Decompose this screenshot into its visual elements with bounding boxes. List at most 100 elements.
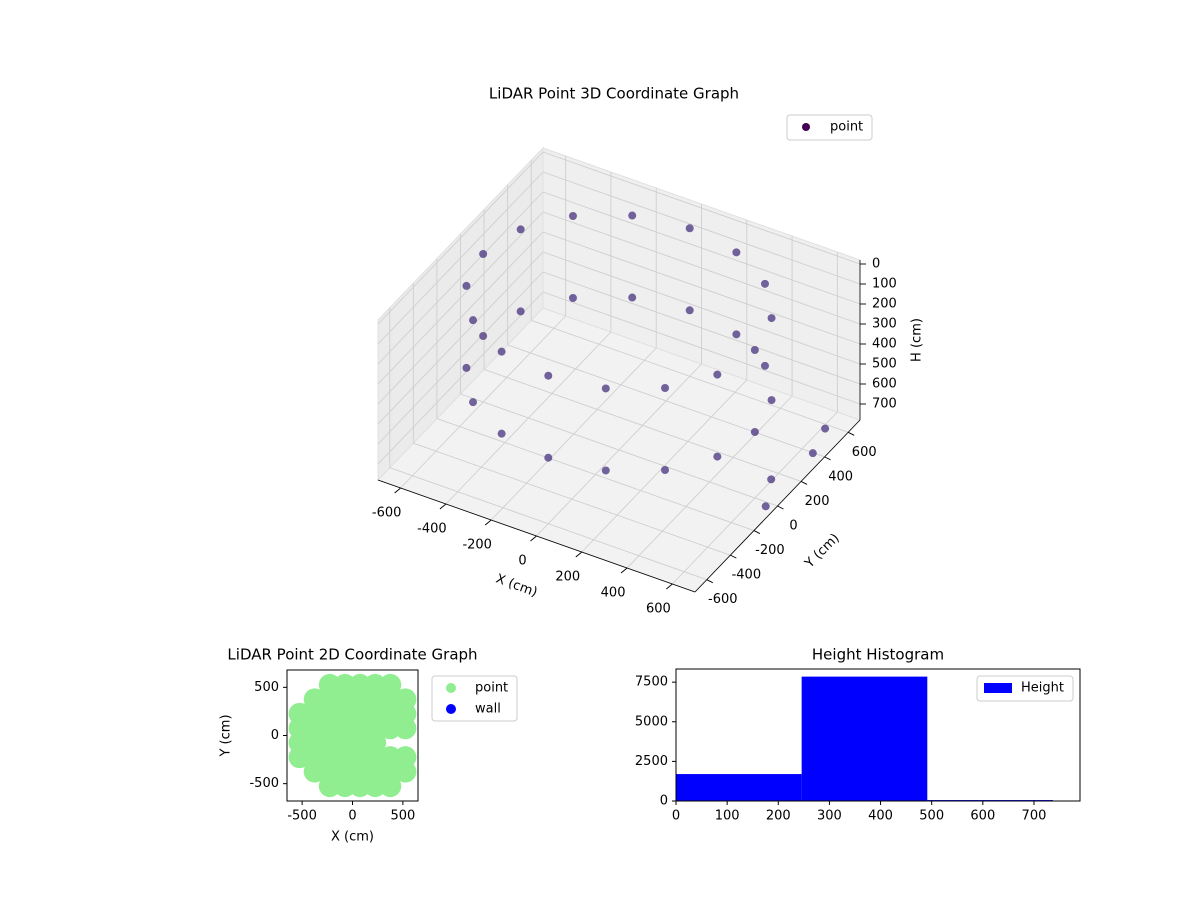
point	[462, 363, 471, 372]
grid-line	[389, 467, 707, 581]
x-tick-label: 400	[601, 586, 626, 601]
legend-box	[786, 114, 873, 141]
y-tick-label: 2500	[635, 754, 668, 769]
tick-mark	[530, 535, 537, 542]
x-tick-label: 100	[715, 809, 740, 824]
z-tick-label: 700	[872, 397, 897, 412]
grid-line	[460, 393, 778, 507]
point	[685, 306, 694, 315]
tick-mark	[394, 487, 401, 494]
x-tick-label: 200	[766, 809, 791, 824]
chart-title: LiDAR Point 2D Coordinate Graph	[227, 646, 477, 664]
grid-line	[377, 211, 544, 385]
y-tick-label: 200	[805, 494, 830, 509]
point	[497, 429, 506, 438]
point	[661, 384, 670, 393]
tick-mark	[439, 503, 447, 510]
grid-line	[542, 291, 861, 405]
y-tick-label: 0	[660, 794, 668, 809]
point	[568, 211, 577, 220]
chart-title: LiDAR Point 3D Coordinate Graph	[489, 85, 739, 103]
grid-line	[507, 344, 825, 458]
point	[713, 452, 722, 461]
z-tick-label: 400	[872, 337, 897, 352]
point	[462, 281, 471, 290]
z-tick-label: 0	[872, 257, 880, 272]
x-axis-label: X (cm)	[494, 572, 540, 601]
point	[288, 746, 311, 769]
y-tick-label: 0	[271, 728, 279, 743]
tick-mark	[575, 551, 583, 558]
x-tick-label: -400	[417, 522, 447, 537]
y-axis-label: Y (cm)	[219, 714, 234, 757]
x-tick-label: 0	[672, 809, 680, 824]
x-axis-label: X (cm)	[331, 830, 374, 845]
x-tick-label: 200	[555, 570, 580, 585]
point	[364, 775, 387, 798]
point	[568, 293, 577, 302]
grid-line	[377, 231, 544, 405]
x-tick-label: -200	[462, 538, 492, 553]
grid-line	[377, 151, 544, 325]
legend-box	[431, 675, 518, 722]
tick-mark	[484, 519, 492, 526]
bar	[801, 676, 928, 801]
tick-mark	[620, 567, 628, 574]
point	[497, 347, 506, 356]
point	[750, 346, 759, 354]
tick-mark	[753, 530, 761, 534]
grid-line	[542, 271, 861, 385]
y-tick-label: -400	[732, 568, 762, 583]
grid-line	[436, 418, 755, 531]
point	[394, 717, 417, 740]
legend-label: point	[830, 120, 863, 135]
chart-title: Height Histogram	[812, 646, 944, 664]
point	[661, 466, 670, 475]
point	[760, 279, 769, 288]
plot-area	[288, 673, 417, 798]
point	[760, 361, 769, 370]
y-tick-label: 7500	[635, 675, 668, 690]
y-tick-label: 400	[828, 469, 853, 484]
bar	[676, 774, 802, 801]
x-tick-label: 700	[1022, 809, 1047, 824]
axis-line	[377, 479, 696, 593]
point	[303, 760, 326, 783]
point	[767, 396, 776, 405]
y-tick-label: 5000	[635, 714, 668, 729]
point	[601, 384, 610, 393]
x-tick-label: 300	[817, 809, 842, 824]
point	[713, 370, 722, 379]
grid-line	[542, 231, 861, 345]
grid-line	[542, 211, 861, 325]
grid-line	[542, 191, 861, 305]
x-tick-label: 400	[868, 809, 893, 824]
y-tick-label: -200	[755, 543, 785, 558]
y-axis-label: Y (cm)	[802, 531, 843, 572]
z-tick-label: 600	[872, 377, 897, 392]
y-tick-label: 500	[254, 680, 279, 695]
y-tick-label: 0	[789, 519, 797, 534]
grid-line	[377, 251, 544, 425]
tick-mark	[666, 583, 673, 590]
point	[394, 760, 417, 783]
point	[516, 307, 525, 316]
point	[808, 449, 817, 458]
point	[318, 775, 341, 798]
y-tick-label: -500	[249, 776, 279, 791]
x-tick-label: 500	[390, 809, 415, 824]
grid-line	[377, 191, 544, 365]
tick-mark	[706, 579, 713, 584]
legend-marker	[446, 683, 456, 693]
grid-line	[483, 369, 802, 482]
grid-line	[542, 171, 861, 285]
tick-mark	[848, 431, 855, 436]
z-tick-label: 200	[872, 297, 897, 312]
tick-mark	[777, 505, 784, 510]
x-tick-label: 600	[646, 602, 671, 617]
point	[732, 248, 741, 257]
point	[544, 371, 553, 380]
grid-line	[377, 171, 544, 345]
legend-marker	[802, 123, 810, 131]
